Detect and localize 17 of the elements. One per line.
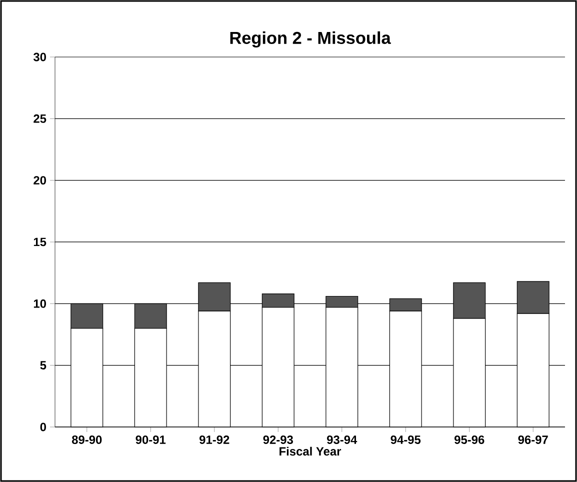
- x-tick-label: 89-90: [72, 436, 102, 444]
- x-tick-label: 95-96: [454, 436, 484, 444]
- x-tick-label: 91-92: [200, 436, 230, 444]
- x-tick-label: 90-91: [136, 436, 166, 444]
- y-tick-label: 20: [34, 176, 46, 185]
- chart-title: Region 2 - Missoula: [230, 31, 391, 48]
- x-axis-title: Fiscal Year: [280, 446, 342, 456]
- x-tick-label: 92-93: [263, 436, 293, 444]
- y-tick-label: 0: [40, 422, 46, 432]
- y-tick-label: 15: [34, 238, 46, 246]
- x-tick-label: 96-97: [518, 436, 548, 444]
- x-tick-label: 93-94: [327, 436, 358, 444]
- y-tick-label: 5: [40, 361, 46, 370]
- y-tick-label: 30: [33, 52, 46, 62]
- x-tick-label: 94-95: [390, 436, 421, 444]
- y-tick-label: 25: [34, 114, 46, 123]
- y-tick-label: 10: [34, 299, 46, 308]
